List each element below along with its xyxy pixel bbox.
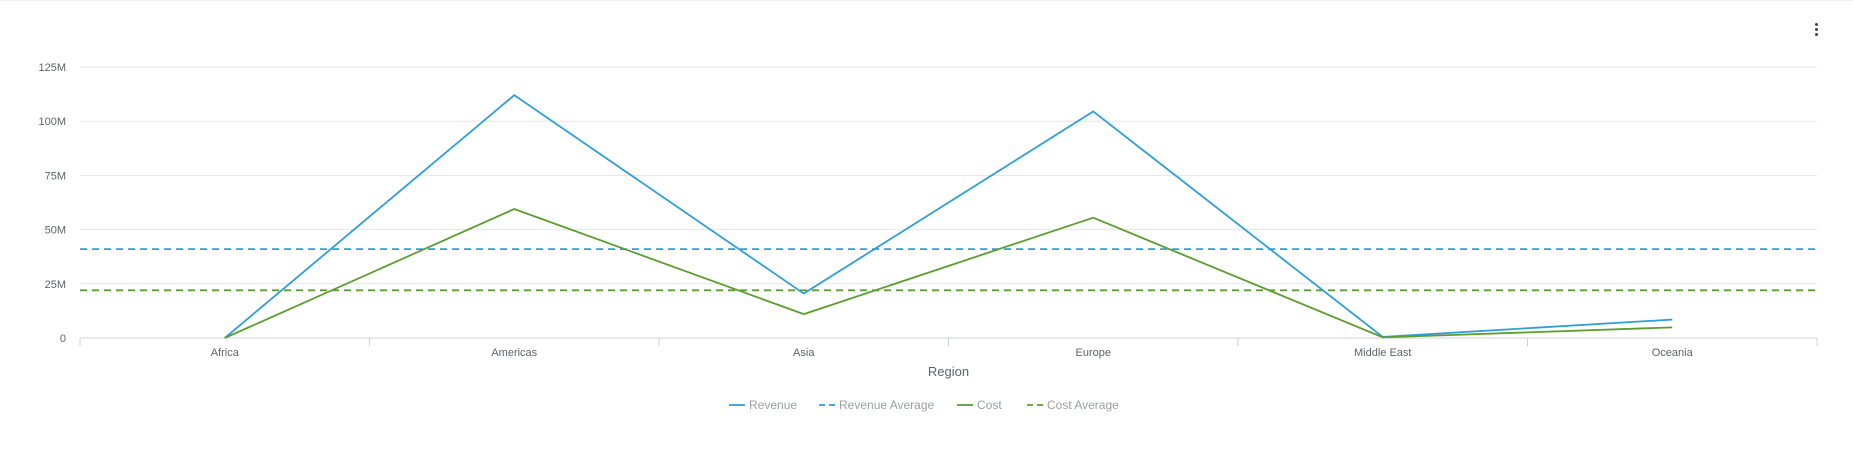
- x-tick-label: Asia: [793, 347, 815, 359]
- x-tick-label: Oceania: [1652, 347, 1694, 359]
- more-options-button[interactable]: [1808, 18, 1824, 40]
- more-vert-icon-dot: [1814, 32, 1818, 36]
- x-tick-label: Americas: [491, 347, 537, 359]
- legend-revenue-label: Revenue: [749, 398, 797, 412]
- x-axis-title: Region: [928, 364, 969, 379]
- legend-revenue-average-label: Revenue Average: [839, 398, 935, 412]
- y-tick-label: 100M: [38, 116, 66, 128]
- y-tick-label: 25M: [45, 279, 66, 291]
- top-border: [0, 0, 1853, 1]
- y-tick-label: 0: [60, 333, 66, 345]
- y-tick-label: 50M: [45, 225, 66, 237]
- more-vert-icon-dot: [1814, 27, 1818, 31]
- legend-cost-average-label: Cost Average: [1047, 398, 1119, 412]
- legend-cost-label: Cost: [977, 398, 1002, 412]
- reference-lines: [80, 248, 1817, 292]
- x-tick-label: Middle East: [1354, 347, 1411, 359]
- y-tick-label: 75M: [45, 170, 66, 182]
- x-axis: Africa Americas Asia Europe Middle East Ocean…: [79, 338, 1818, 359]
- legend: Revenue Revenue Average Cost Cost Average: [729, 398, 1119, 412]
- y-axis: 0 25M 50M 75M 100M 125M: [38, 62, 66, 345]
- more-vert-icon: [1814, 22, 1818, 26]
- x-tick-label: Europe: [1076, 347, 1111, 359]
- series-line-revenue: [224, 94, 1673, 339]
- series-line-cost: [224, 208, 1673, 339]
- x-tick-label: Africa: [211, 347, 240, 359]
- series-lines: [224, 94, 1673, 339]
- y-tick-label: 125M: [38, 62, 66, 74]
